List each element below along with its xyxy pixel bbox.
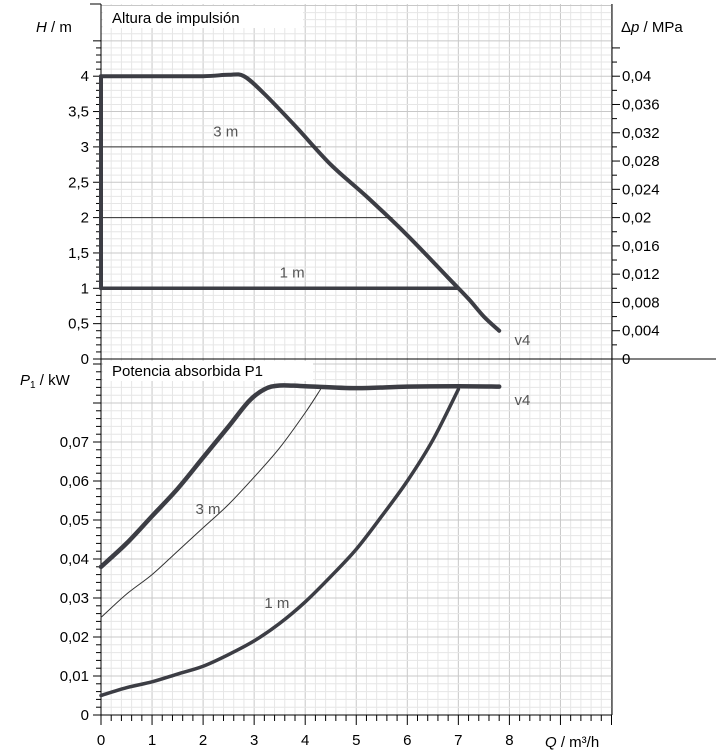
y-tick-label-bottom: 0,01	[60, 668, 89, 685]
y2-tick-label: 0,04	[622, 68, 651, 85]
label-group: 00,511,522,533,5400,0040,0080,0120,0160,…	[20, 6, 683, 751]
x-tick-label: 4	[301, 732, 309, 749]
curve-label-top: 3 m	[213, 123, 238, 140]
y2-tick-label: 0,02	[622, 210, 651, 227]
series-line-bottom	[98, 383, 502, 570]
y-tick-label-bottom: 0	[81, 707, 89, 724]
series-line-bottom	[100, 388, 322, 618]
y-tick-label-top: 4	[81, 68, 89, 85]
y2-tick-label: 0	[622, 351, 630, 368]
series-line-bottom	[99, 387, 461, 698]
curve-label-top: 1 m	[280, 265, 305, 282]
y2-tick-label: 0,012	[622, 266, 660, 283]
title-bg-top	[103, 6, 303, 28]
curve-label-bottom: 1 m	[264, 595, 289, 612]
x-tick-label: 2	[199, 732, 207, 749]
y-axis-title-bottom: P1 / kW	[20, 372, 71, 391]
y2-tick-label: 0,032	[622, 125, 660, 142]
curve-label-top: v4	[515, 332, 531, 349]
y-tick-label-top: 2,5	[68, 174, 89, 191]
x-tick-label: 8	[505, 732, 513, 749]
y-tick-label-top: 1	[81, 280, 89, 297]
y2-tick-label: 0,004	[622, 323, 660, 340]
curve-label-bottom: 3 m	[195, 501, 220, 518]
series-line-top	[99, 72, 502, 333]
curve-label-bottom: v4	[515, 392, 531, 409]
x-tick-label: 1	[148, 732, 156, 749]
y2-tick-label: 0,036	[622, 96, 660, 113]
y-tick-label-top: 0,5	[68, 316, 89, 333]
x-tick-label: 0	[97, 732, 105, 749]
y-tick-label-top: 2	[81, 210, 89, 227]
y2-tick-label: 0,016	[622, 238, 660, 255]
y-tick-label-bottom: 0,06	[60, 473, 89, 490]
x-tick-label: 6	[403, 732, 411, 749]
y-tick-label-bottom: 0,04	[60, 551, 89, 568]
y-tick-label-bottom: 0,05	[60, 512, 89, 529]
x-axis-title: Q / m³/h	[545, 734, 599, 751]
y-tick-label-top: 3	[81, 139, 89, 156]
y2-axis-title: Δp / MPa	[621, 19, 683, 36]
y2-tick-label: 0,028	[622, 153, 660, 170]
series-group	[98, 72, 502, 698]
y-tick-label-bottom: 0,02	[60, 629, 89, 646]
y2-tick-label: 0,024	[622, 181, 660, 198]
y-tick-label-bottom: 0,03	[60, 590, 89, 607]
y-tick-label-top: 0	[81, 351, 89, 368]
y2-tick-label: 0,008	[622, 294, 660, 311]
y-tick-label-top: 3,5	[68, 104, 89, 121]
chart-title-top: Altura de impulsión	[112, 10, 240, 27]
title-bg-bottom	[103, 361, 313, 381]
chart-title-bottom: Potencia absorbida P1	[112, 363, 263, 380]
x-tick-label: 7	[454, 732, 462, 749]
x-tick-label: 5	[352, 732, 360, 749]
y-tick-label-bottom: 0,07	[60, 434, 89, 451]
y-tick-label-top: 1,5	[68, 245, 89, 262]
x-tick-label: 3	[250, 732, 258, 749]
y-axis-title-top: H / m	[36, 19, 72, 36]
